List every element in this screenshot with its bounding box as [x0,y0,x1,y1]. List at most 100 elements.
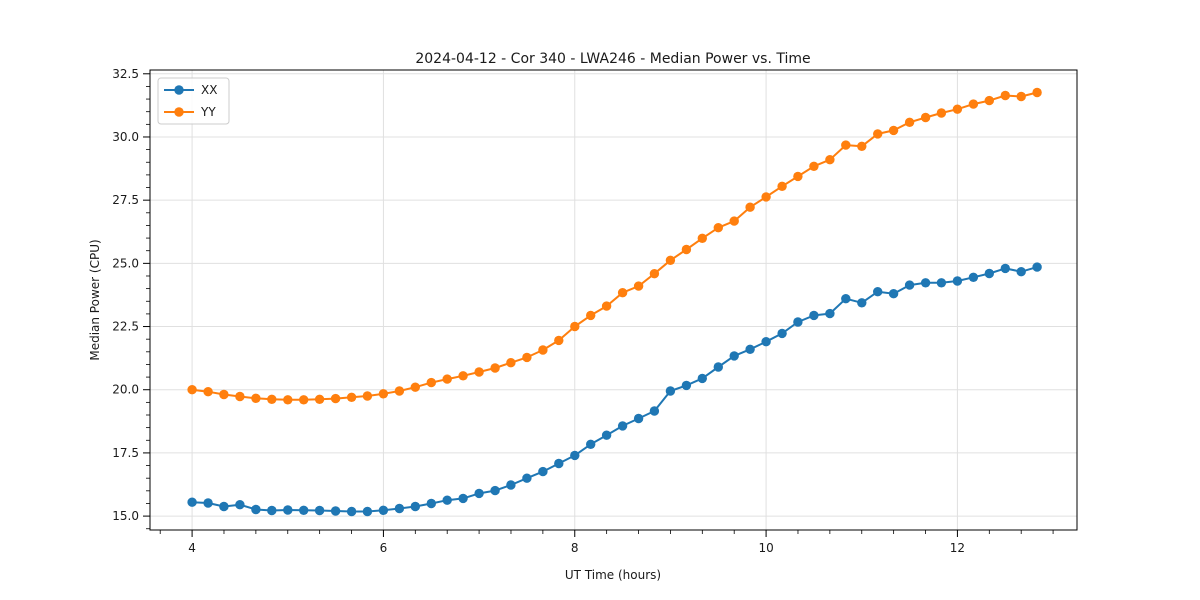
data-point [187,385,197,395]
legend-marker-xx [174,85,184,95]
data-point [745,202,755,212]
legend-box [157,77,230,125]
data-point [490,363,500,373]
data-point [617,421,628,431]
y-axis-label: Median Power (CPU) [88,239,102,360]
legend-label-yy: YY [200,105,216,119]
data-point [920,112,931,123]
data-point [394,503,405,514]
data-point [314,394,325,404]
data-point [857,141,867,151]
data-point [904,117,915,128]
data-point [713,223,723,233]
x-tick-label: 6 [380,541,388,555]
data-point [968,99,979,109]
data-point [825,155,835,165]
data-point [697,373,707,384]
data-point [267,394,277,404]
data-point [219,389,229,400]
data-point [633,281,644,291]
data-point [219,501,229,512]
data-point [1032,262,1042,272]
data-point [936,108,947,118]
data-point [809,161,819,171]
data-point [538,466,548,477]
data-point [793,171,803,182]
data-point [713,362,723,372]
data-point [697,233,707,243]
data-point [888,125,899,136]
data-point [888,289,899,299]
data-point [777,181,787,191]
data-point [554,458,564,469]
data-point [873,129,883,139]
series-group [187,87,1042,517]
data-point [761,337,771,347]
data-point [745,344,755,354]
legend-marker-yy [174,107,184,117]
data-point [665,255,676,265]
data-point [267,505,277,516]
series-line [191,91,1039,401]
data-point [841,140,851,150]
data-point [203,387,213,397]
data-point [586,310,596,321]
data-point [1016,267,1026,277]
data-point [1032,87,1042,98]
legend-label-xx: XX [201,83,217,97]
data-point [904,280,915,290]
y-tick-label: 27.5 [112,193,139,207]
data-point [777,328,787,339]
data-point [681,244,692,255]
x-tick-label: 12 [950,541,965,555]
data-point [442,374,452,384]
data-point [458,493,468,504]
data-point [1000,263,1010,274]
data-point [601,430,612,440]
data-point [681,380,692,391]
data-point [203,498,213,508]
data-point [586,439,596,449]
data-point [474,488,484,499]
data-point [729,216,739,226]
x-axis-label: UT Time (hours) [565,568,661,582]
data-point [426,498,436,509]
data-point [809,310,819,321]
data-point [506,358,516,368]
data-point [570,321,580,332]
data-point [458,371,468,381]
legend: XX YY [157,77,230,125]
data-point [251,504,261,515]
data-point [984,95,994,106]
data-point [330,393,341,404]
data-point [235,500,245,510]
data-point [410,501,420,512]
data-point [346,506,357,517]
data-point [1016,91,1026,102]
data-point [522,352,532,363]
y-tick-label: 17.5 [112,446,139,460]
data-point [538,345,548,355]
chart-title: 2024-04-12 - Cor 340 - LWA246 - Median P… [415,51,810,67]
data-point [729,351,739,361]
data-point [314,505,325,516]
data-point [522,473,532,483]
data-point [378,389,389,399]
data-point [936,278,947,288]
data-point [841,294,851,304]
data-point [968,272,979,282]
y-tick-label: 15.0 [112,509,139,523]
y-tick-label: 25.0 [112,256,139,270]
data-point [793,317,803,327]
data-point [394,386,405,396]
data-point [984,268,994,279]
y-tick-label: 30.0 [112,130,139,144]
data-point [474,367,484,377]
data-point [570,450,580,461]
gridlines [150,70,1077,530]
data-point [649,269,660,279]
data-point [665,386,676,396]
data-point [1000,90,1010,101]
data-point [378,505,389,515]
